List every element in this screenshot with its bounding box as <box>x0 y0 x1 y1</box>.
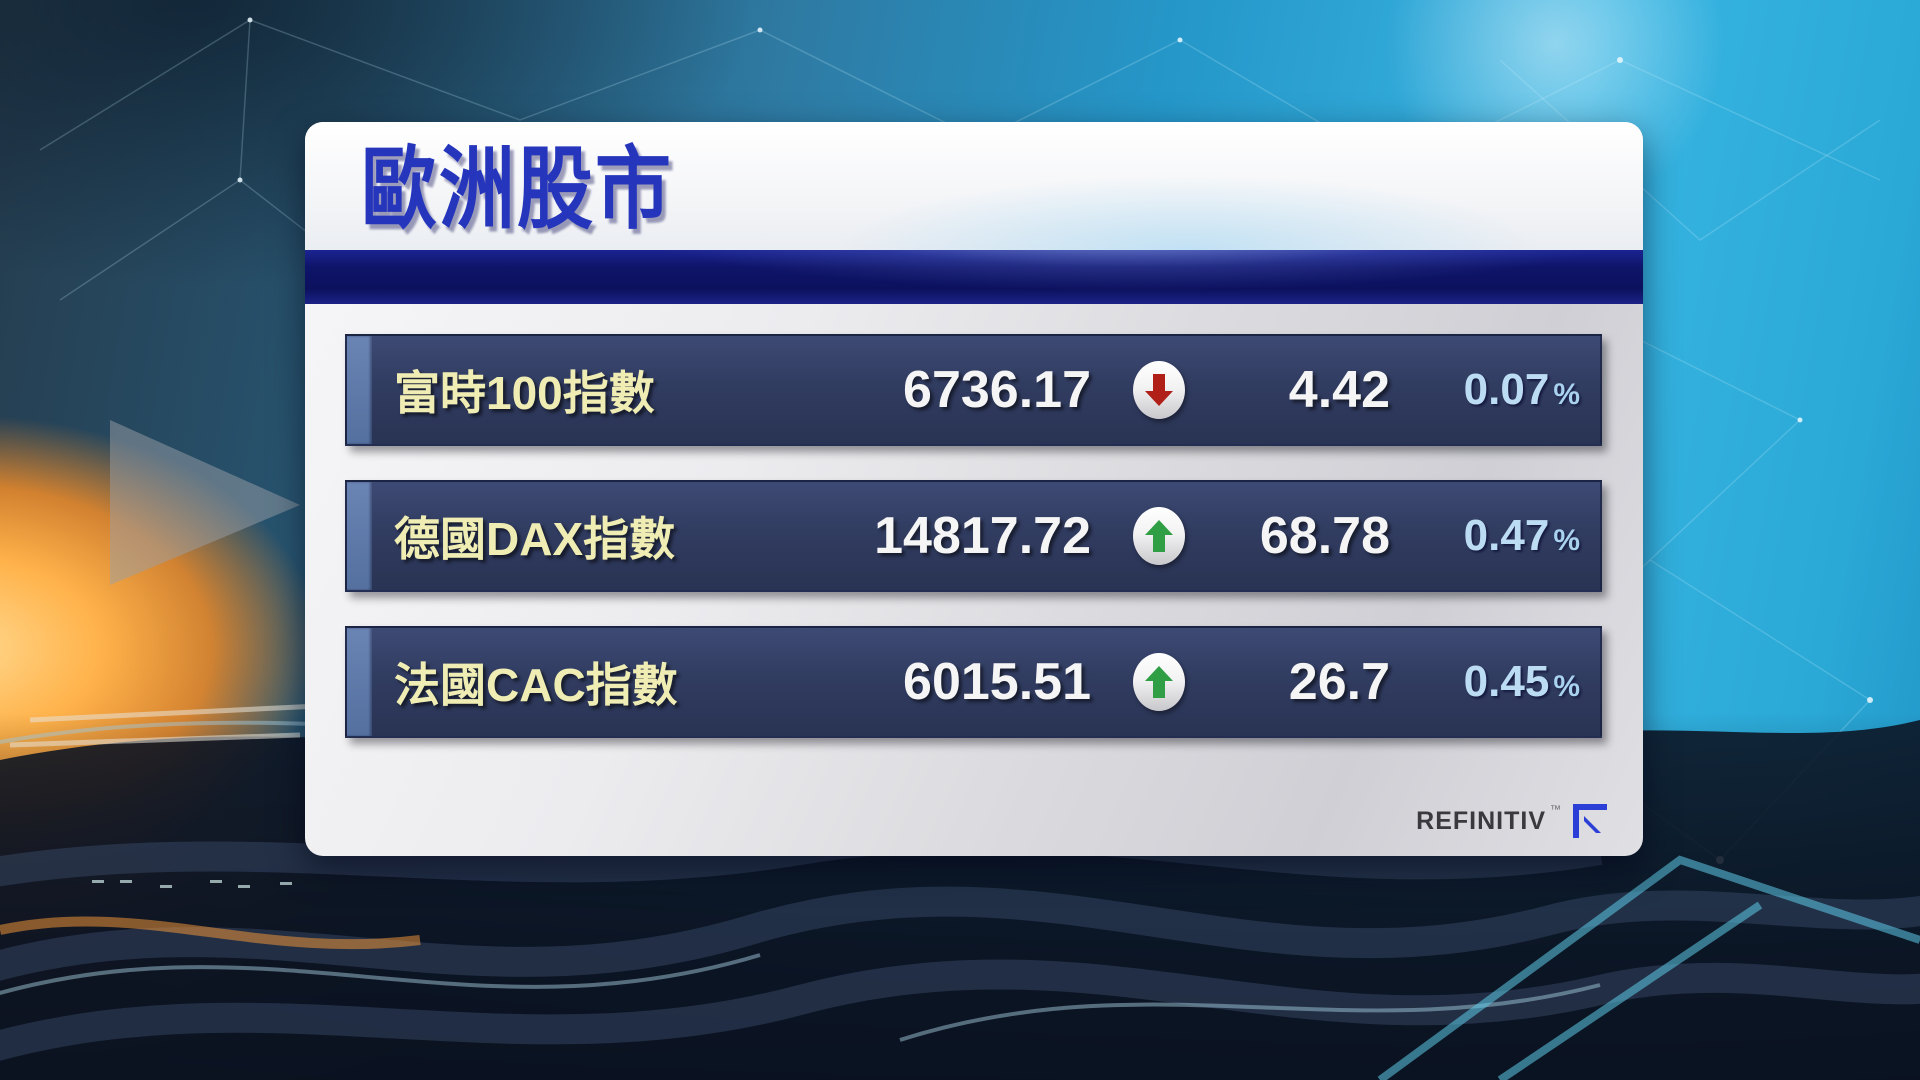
index-percent: 0.07 <box>1463 365 1550 414</box>
index-name: 法國CAC指數 <box>394 659 678 711</box>
index-percent-group: 0.07% <box>1390 365 1580 415</box>
up-arrow-icon <box>1133 653 1185 711</box>
index-name: 德國DAX指數 <box>394 513 676 565</box>
index-change: 68.78 <box>1259 507 1390 565</box>
market-panel: 歐洲股市 富時100指數 6736.17 4.42 0.07% 德國DAX指數 … <box>305 122 1643 856</box>
index-percent: 0.45 <box>1463 657 1550 706</box>
cyan-streaks <box>1377 855 1920 1080</box>
row-accent-bar <box>347 336 372 444</box>
percent-sign: % <box>1553 524 1580 557</box>
row-accent-bar <box>347 628 372 736</box>
index-value: 6736.17 <box>903 361 1091 419</box>
panel-title-area: 歐洲股市 <box>305 122 1643 250</box>
percent-sign: % <box>1553 378 1580 411</box>
index-row-cac: 法國CAC指數 6015.51 26.7 0.45% <box>345 626 1602 738</box>
refinitiv-logo-icon <box>1573 804 1607 838</box>
row-accent-bar <box>347 482 372 590</box>
index-change: 26.7 <box>1288 653 1390 711</box>
data-source: REFINITIV ™ <box>1416 802 1609 840</box>
index-row-dax: 德國DAX指數 14817.72 68.78 0.47% <box>345 480 1602 592</box>
index-percent: 0.47 <box>1463 511 1550 560</box>
index-value: 6015.51 <box>903 653 1091 711</box>
index-percent-group: 0.47% <box>1390 511 1580 561</box>
percent-sign: % <box>1553 670 1580 703</box>
light-streaks <box>9 702 341 748</box>
gray-wedge <box>110 420 300 585</box>
index-change: 4.42 <box>1288 361 1390 419</box>
trademark-symbol: ™ <box>1550 804 1561 816</box>
down-arrow-icon <box>1133 361 1185 419</box>
panel-title: 歐洲股市 <box>361 139 673 241</box>
index-value: 14817.72 <box>874 507 1091 565</box>
dash-cluster <box>92 880 292 888</box>
orange-streak <box>0 916 421 950</box>
index-name: 富時100指數 <box>394 367 655 419</box>
header-divider-band <box>305 250 1643 304</box>
index-rows: 富時100指數 6736.17 4.42 0.07% 德國DAX指數 14817… <box>345 334 1602 772</box>
up-arrow-icon <box>1133 507 1185 565</box>
source-name: REFINITIV <box>1416 806 1546 835</box>
index-percent-group: 0.45% <box>1390 657 1580 707</box>
index-row-ftse100: 富時100指數 6736.17 4.42 0.07% <box>345 334 1602 446</box>
